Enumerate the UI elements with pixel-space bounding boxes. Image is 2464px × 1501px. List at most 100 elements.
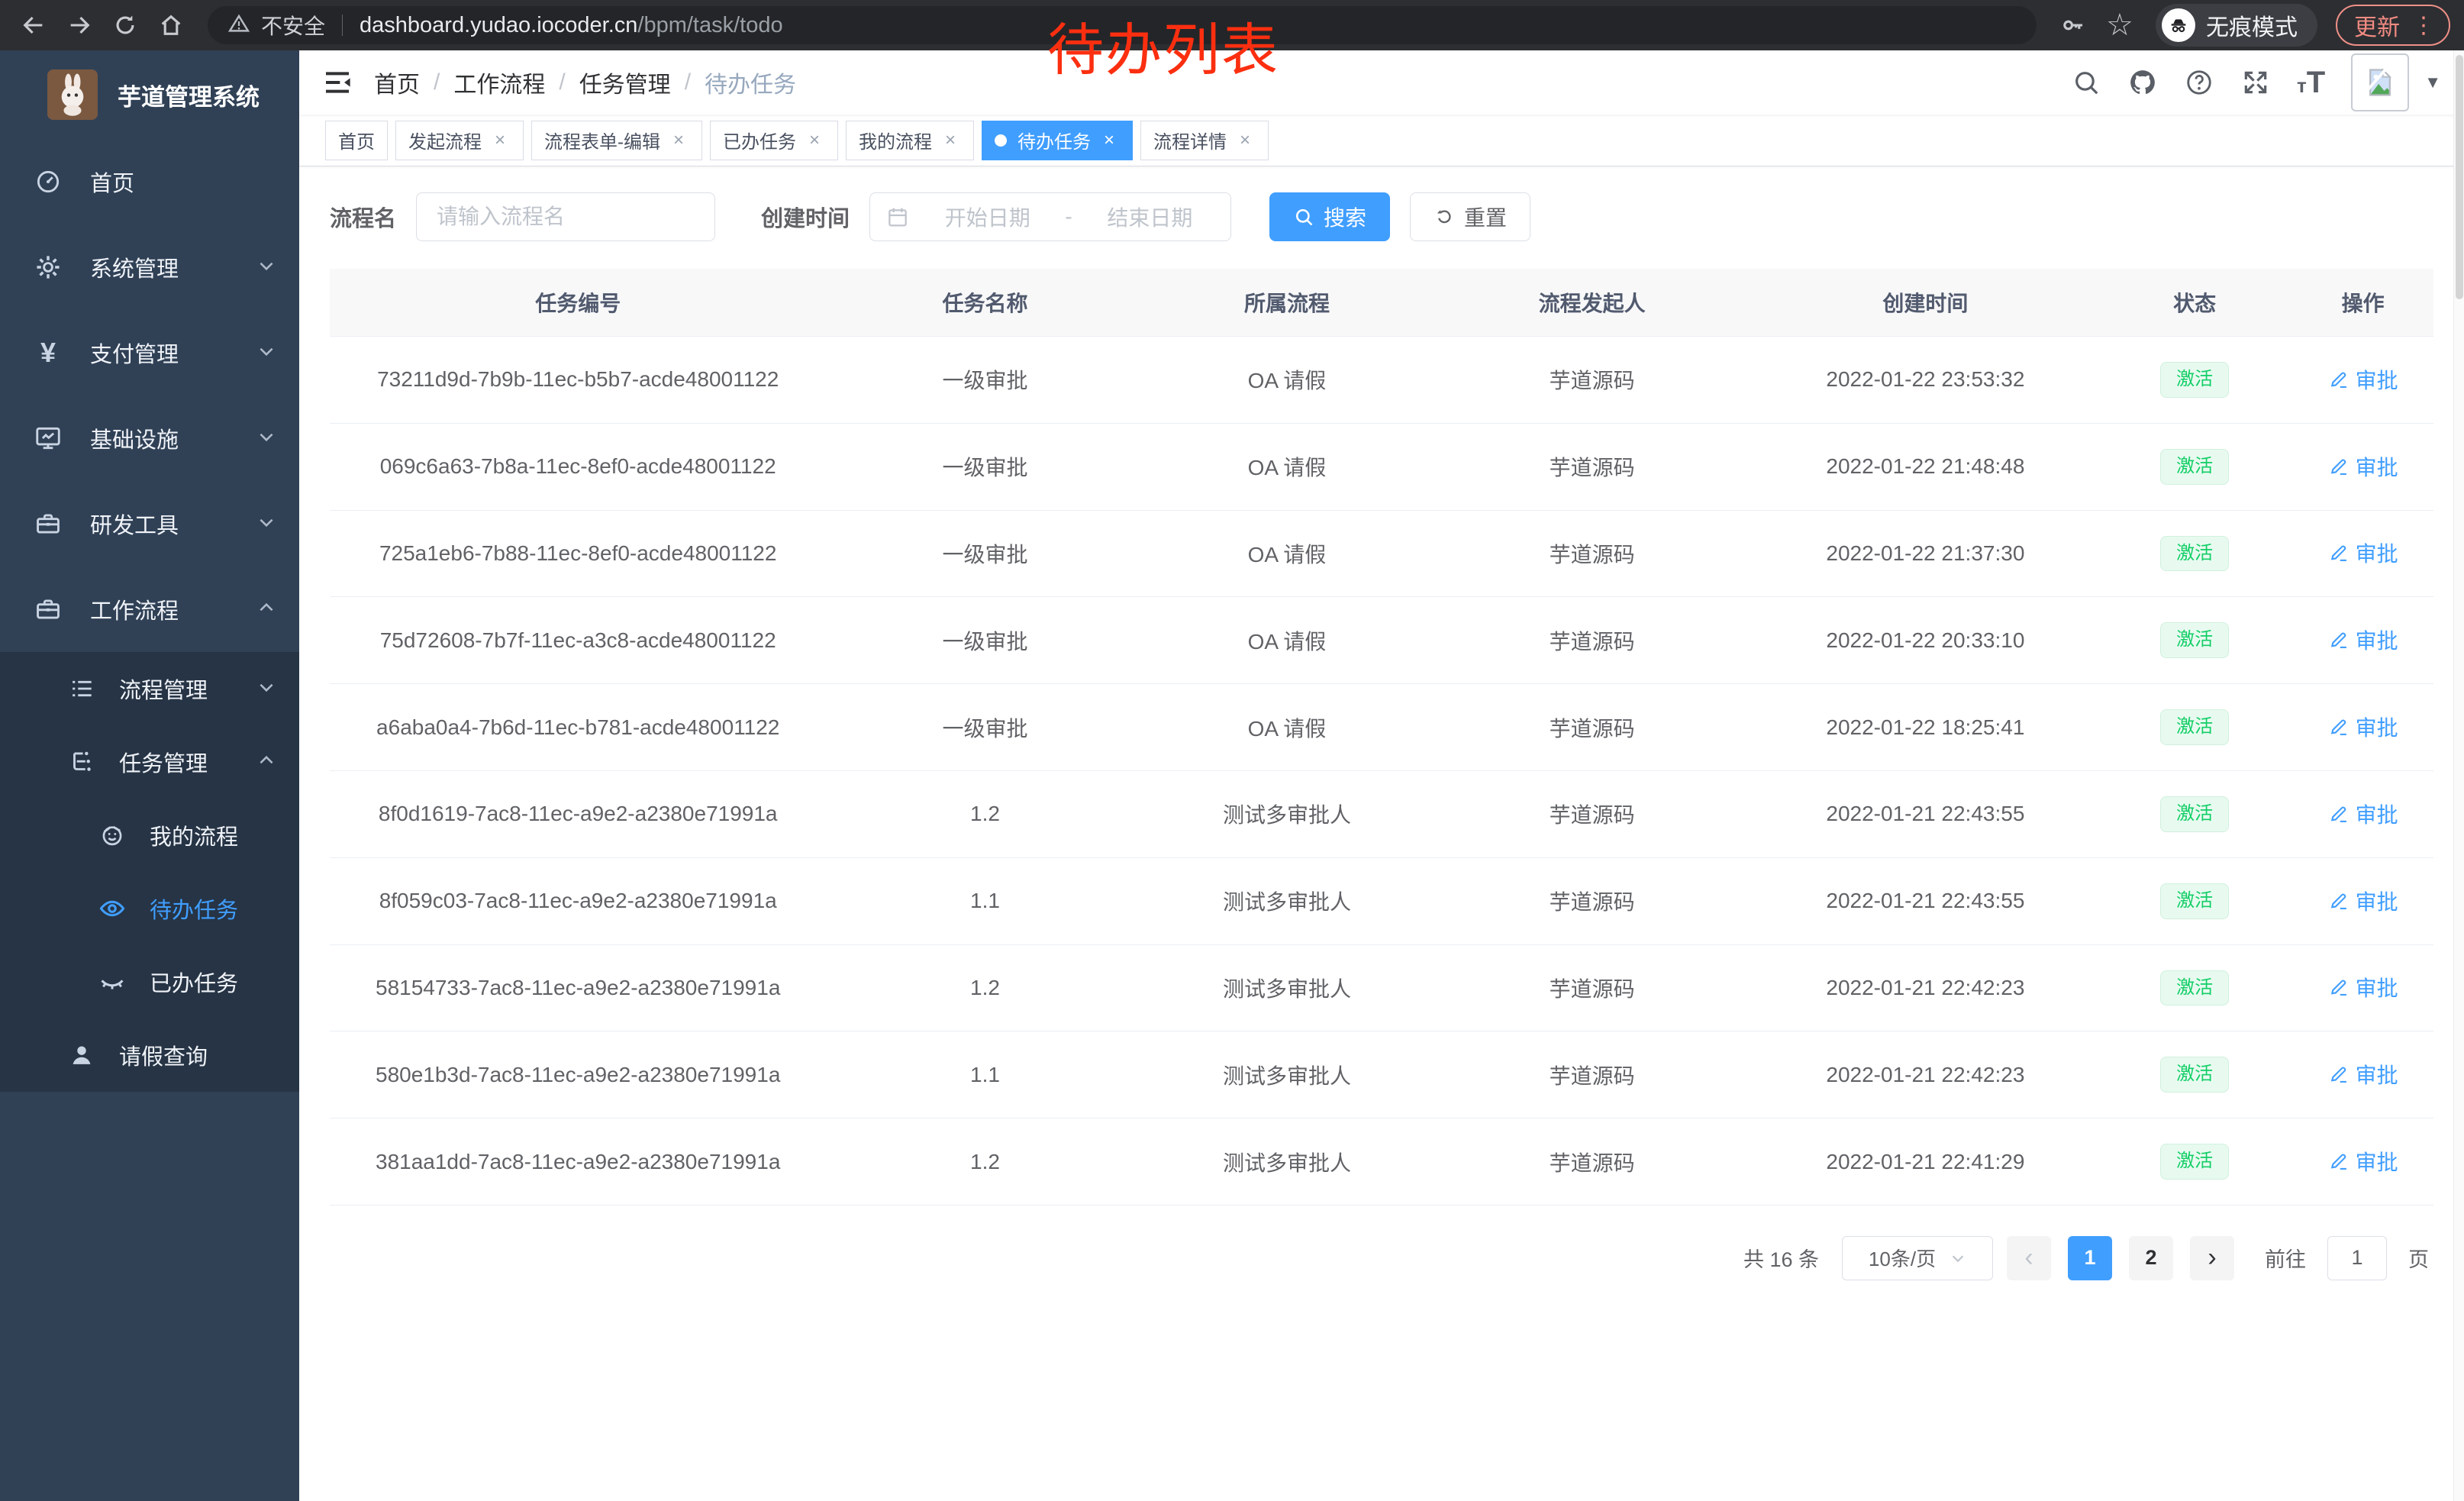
cell-task-name: 一级审批	[826, 596, 1144, 685]
close-icon[interactable]: ×	[808, 129, 820, 150]
page-scrollbar[interactable]	[2453, 50, 2464, 1501]
close-icon[interactable]: ×	[1103, 129, 1114, 150]
sidebar-item-dev-tools[interactable]: 研发工具	[0, 481, 299, 567]
sidebar-item-home[interactable]: 首页	[0, 139, 299, 224]
home-icon[interactable]	[151, 5, 191, 45]
cell-action: 审批	[2292, 510, 2433, 598]
status-badge: 激活	[2160, 448, 2230, 485]
sidebar-item-my-process[interactable]: 我的流程	[0, 799, 299, 872]
cell-process: 测试多审批人	[1143, 1031, 1430, 1119]
cell-task-id: 8f0d1619-7ac8-11ec-a9e2-a2380e71991a	[330, 770, 827, 858]
page-button-1[interactable]: 1	[2068, 1235, 2112, 1280]
process-name-input[interactable]	[416, 192, 716, 241]
cell-action: 审批	[2292, 683, 2433, 771]
breadcrumb-home[interactable]: 首页	[374, 73, 420, 98]
approve-button[interactable]: 审批	[2328, 537, 2398, 568]
approve-button[interactable]: 审批	[2328, 1146, 2398, 1177]
approve-button[interactable]: 审批	[2328, 886, 2398, 916]
approve-button[interactable]: 审批	[2328, 451, 2398, 482]
github-icon[interactable]	[2127, 67, 2158, 98]
sidebar-item-system[interactable]: 系统管理	[0, 224, 299, 310]
close-icon[interactable]: ×	[672, 129, 684, 150]
avatar-caret-icon[interactable]: ▼	[2424, 73, 2441, 92]
approve-button[interactable]: 审批	[2328, 712, 2398, 742]
help-icon[interactable]	[2184, 67, 2214, 98]
process-name-label: 流程名	[330, 207, 397, 231]
breadcrumb-workflow[interactable]: 工作流程	[453, 73, 546, 98]
tab-todo-tasks[interactable]: 待办任务 ×	[982, 120, 1133, 160]
tab-process-form-edit[interactable]: 流程表单-编辑 ×	[531, 120, 702, 160]
sidebar-item-infrastructure[interactable]: 基础设施	[0, 395, 299, 481]
tab-done-tasks[interactable]: 已办任务 ×	[710, 120, 838, 160]
breadcrumb-task-management[interactable]: 任务管理	[579, 73, 671, 98]
approve-button[interactable]: 审批	[2328, 1059, 2398, 1089]
cell-task-name: 一级审批	[826, 336, 1144, 424]
sidebar: 芋道管理系统 首页 系统管理 ¥ 支付管理	[0, 50, 299, 1501]
cell-create-time: 2022-01-21 22:42:23	[1753, 944, 2097, 1032]
close-icon[interactable]: ×	[1239, 129, 1250, 150]
app-frame: 芋道管理系统 首页 系统管理 ¥ 支付管理	[0, 50, 2464, 1501]
cell-create-time: 2022-01-21 22:42:23	[1753, 1031, 2097, 1119]
cell-task-id: 75d72608-7b7f-11ec-a3c8-acde48001122	[330, 596, 827, 685]
chrome-menu-dots-icon[interactable]: ⋮	[2412, 12, 2435, 38]
incognito-label: 无痕模式	[2206, 15, 2298, 40]
date-range-picker[interactable]: 开始日期 - 结束日期	[869, 192, 1232, 241]
gear-icon	[34, 253, 63, 282]
tab-home[interactable]: 首页	[325, 120, 388, 160]
close-icon[interactable]: ×	[944, 129, 956, 150]
avatar[interactable]	[2351, 53, 2410, 111]
back-icon[interactable]	[14, 5, 53, 45]
tab-start-process[interactable]: 发起流程 ×	[395, 120, 524, 160]
sidebar-item-task-management[interactable]: 任务管理	[0, 725, 299, 799]
sidebar-logo-row[interactable]: 芋道管理系统	[0, 50, 299, 139]
cell-status: 激活	[2097, 1031, 2293, 1119]
chrome-update-button[interactable]: 更新 ⋮	[2336, 5, 2450, 46]
page-size-select[interactable]: 10条/页	[1842, 1235, 1993, 1280]
sidebar-item-payment[interactable]: ¥ 支付管理	[0, 310, 299, 395]
cell-task-id: 580e1b3d-7ac8-11ec-a9e2-a2380e71991a	[330, 1031, 827, 1119]
address-bar[interactable]: 不安全 dashboard.yudao.iocoder.cn/bpm/task/…	[208, 6, 2037, 44]
prev-page-button[interactable]: ‹	[2007, 1235, 2051, 1280]
page-button-2[interactable]: 2	[2129, 1235, 2173, 1280]
cell-create-time: 2022-01-22 20:33:10	[1753, 596, 2097, 685]
table-row: 725a1eb6-7b88-11ec-8ef0-acde48001122 一级审…	[330, 510, 2433, 598]
sidebar-collapse-icon[interactable]	[322, 66, 354, 98]
next-page-button[interactable]: ›	[2190, 1235, 2234, 1280]
tab-my-process[interactable]: 我的流程 ×	[846, 120, 974, 160]
cell-create-time: 2022-01-22 23:53:32	[1753, 336, 2097, 424]
app-title: 芋道管理系统	[118, 83, 260, 111]
cell-task-id: 725a1eb6-7b88-11ec-8ef0-acde48001122	[330, 510, 827, 598]
fullscreen-icon[interactable]	[2240, 67, 2271, 98]
forward-icon[interactable]	[60, 5, 99, 45]
total-count: 共 16 条	[1743, 1248, 1819, 1272]
goto-page-input[interactable]	[2327, 1235, 2387, 1280]
chevron-down-icon	[256, 512, 276, 536]
bookmark-star-icon[interactable]: ☆	[2106, 8, 2133, 42]
search-icon[interactable]	[2071, 67, 2101, 98]
cell-create-time: 2022-01-21 22:43:55	[1753, 857, 2097, 945]
sidebar-item-done-tasks[interactable]: 已办任务	[0, 945, 299, 1018]
approve-button[interactable]: 审批	[2328, 364, 2398, 395]
tab-process-detail[interactable]: 流程详情 ×	[1140, 120, 1269, 160]
close-icon[interactable]: ×	[494, 129, 505, 150]
font-size-icon[interactable]: тT	[2297, 65, 2326, 99]
reload-icon[interactable]	[105, 5, 145, 45]
reset-button[interactable]: 重置	[1410, 192, 1531, 241]
chevron-down-icon	[256, 256, 276, 279]
pagination: 共 16 条 10条/页 ‹ 1 2 › 前往 页	[330, 1235, 2433, 1280]
sidebar-item-process-management[interactable]: 流程管理	[0, 652, 299, 725]
scrollbar-thumb[interactable]	[2456, 55, 2463, 299]
key-icon[interactable]	[2053, 5, 2093, 45]
sidebar-item-leave-query[interactable]: 请假查询	[0, 1018, 299, 1092]
list-icon	[67, 674, 96, 703]
search-button[interactable]: 搜索	[1269, 192, 1391, 241]
approve-button[interactable]: 审批	[2328, 799, 2398, 829]
topbar-actions: тT ▼	[2071, 53, 2441, 111]
status-badge: 激活	[2160, 796, 2230, 832]
approve-button[interactable]: 审批	[2328, 972, 2398, 1002]
sidebar-item-todo-tasks[interactable]: 待办任务	[0, 872, 299, 945]
sidebar-item-workflow[interactable]: 工作流程	[0, 567, 299, 652]
approve-button[interactable]: 审批	[2328, 625, 2398, 655]
cell-initiator: 芋道源码	[1430, 596, 1754, 685]
incognito-icon	[2162, 8, 2195, 42]
